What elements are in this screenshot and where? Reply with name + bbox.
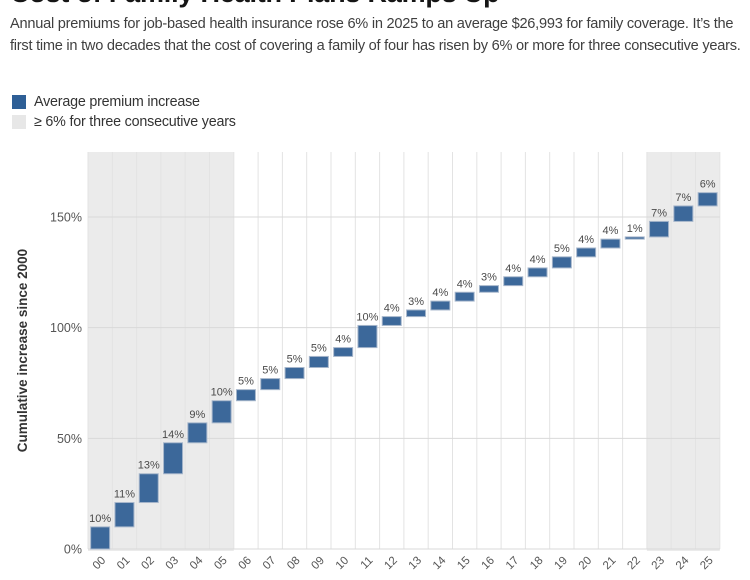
bar-value-label: 10% xyxy=(89,513,111,525)
legend-swatch-gray xyxy=(12,115,26,129)
bar-value-label: 5% xyxy=(554,243,570,255)
bar-value-label: 3% xyxy=(481,272,497,284)
bar-value-label: 10% xyxy=(356,311,378,323)
waterfall-bar xyxy=(187,422,208,444)
x-tick-label: 02 xyxy=(139,555,157,573)
bar-value-label: 7% xyxy=(675,192,691,204)
bar-value-label: 9% xyxy=(189,409,205,421)
x-tick-label: 19 xyxy=(552,555,570,573)
x-tick-label: 25 xyxy=(698,555,716,573)
waterfall-bar xyxy=(406,309,427,318)
bar-value-label: 5% xyxy=(287,354,303,366)
bar-value-label: 4% xyxy=(578,234,594,246)
waterfall-bar xyxy=(478,285,499,293)
y-tick-label: 0% xyxy=(64,543,82,557)
bar-value-label: 4% xyxy=(384,303,400,315)
y-axis-title: Cumulative increase since 2000 xyxy=(15,249,30,452)
x-tick-label: 18 xyxy=(528,555,546,573)
bar-value-label: 13% xyxy=(138,460,160,472)
y-tick-label: 150% xyxy=(50,211,82,225)
bar-value-label: 7% xyxy=(651,207,667,219)
waterfall-bar xyxy=(673,205,694,222)
bar-value-label: 4% xyxy=(505,263,521,275)
bar-value-label: 5% xyxy=(238,376,254,388)
waterfall-bar xyxy=(503,276,524,287)
waterfall-bar xyxy=(308,355,329,369)
waterfall-bar xyxy=(333,347,354,357)
bar-value-label: 10% xyxy=(211,387,233,399)
bar-value-label: 1% xyxy=(627,223,643,235)
x-tick-label: 01 xyxy=(115,555,133,573)
x-tick-label: 13 xyxy=(407,555,425,573)
x-tick-label: 10 xyxy=(334,555,352,573)
y-tick-label: 50% xyxy=(57,432,82,446)
legend-item-consecutive-years: ≥ 6% for three consecutive years xyxy=(12,112,236,132)
waterfall-bar xyxy=(138,473,159,504)
y-tick-label: 100% xyxy=(50,321,82,335)
x-tick-label: 21 xyxy=(601,555,619,573)
legend-label: Average premium increase xyxy=(34,94,200,110)
bar-value-label: 11% xyxy=(114,489,135,501)
x-tick-label: 07 xyxy=(261,555,279,573)
x-tick-label: 17 xyxy=(504,555,522,573)
bar-value-label: 14% xyxy=(162,429,184,441)
bar-value-label: 4% xyxy=(457,278,473,290)
waterfall-bar xyxy=(114,502,135,528)
waterfall-bar xyxy=(357,324,378,349)
waterfall-bar xyxy=(235,389,256,402)
waterfall-bar xyxy=(284,367,305,380)
waterfall-bar xyxy=(551,256,572,269)
bar-value-label: 4% xyxy=(432,287,448,299)
waterfall-bar xyxy=(697,192,718,207)
chart-title: Cost of Family Health Plans Ramps Up xyxy=(10,0,500,9)
x-tick-label: 09 xyxy=(309,555,327,573)
bar-value-label: 4% xyxy=(530,254,546,266)
waterfall-bar xyxy=(430,300,451,311)
x-tick-label: 15 xyxy=(455,555,473,573)
bar-value-label: 5% xyxy=(311,342,327,354)
legend-label: ≥ 6% for three consecutive years xyxy=(34,114,236,130)
bar-value-label: 4% xyxy=(602,225,618,237)
waterfall-bar xyxy=(454,291,475,302)
waterfall-bar xyxy=(600,238,621,249)
waterfall-bar xyxy=(211,400,232,424)
x-tick-label: 04 xyxy=(188,554,206,572)
x-tick-label: 05 xyxy=(212,555,230,573)
waterfall-bar xyxy=(576,247,597,258)
chart-legend: Average premium increase ≥ 6% for three … xyxy=(12,92,236,132)
legend-swatch-blue xyxy=(12,95,26,109)
waterfall-bar xyxy=(649,220,670,238)
waterfall-bar xyxy=(624,236,645,240)
bar-value-label: 4% xyxy=(335,334,351,346)
x-tick-label: 20 xyxy=(577,555,595,573)
x-tick-label: 00 xyxy=(91,555,109,573)
chart-subtitle: Annual premiums for job-based health ins… xyxy=(10,16,741,54)
bar-value-label: 5% xyxy=(262,365,278,377)
waterfall-bar xyxy=(527,267,548,278)
x-tick-label: 16 xyxy=(480,555,498,573)
waterfall-bar xyxy=(163,442,184,475)
waterfall-bar xyxy=(381,316,402,326)
x-tick-label: 03 xyxy=(164,555,182,573)
bar-value-label: 6% xyxy=(700,179,716,191)
waterfall-bar xyxy=(90,526,111,550)
x-tick-label: 08 xyxy=(285,555,303,573)
x-tick-label: 22 xyxy=(625,555,643,573)
x-tick-label: 12 xyxy=(382,555,400,573)
waterfall-bar xyxy=(260,378,281,391)
x-tick-label: 23 xyxy=(650,555,668,573)
x-tick-label: 14 xyxy=(431,554,449,572)
legend-item-premium-increase: Average premium increase xyxy=(12,92,236,112)
x-tick-label: 11 xyxy=(359,555,376,572)
x-tick-label: 06 xyxy=(237,555,255,573)
bar-value-label: 3% xyxy=(408,296,424,308)
x-tick-label: 24 xyxy=(674,554,692,572)
